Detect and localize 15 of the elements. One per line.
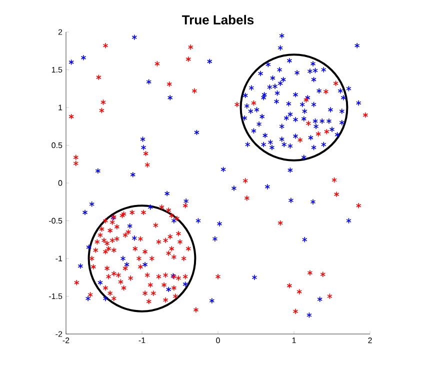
x-tick-label: 1	[292, 338, 296, 344]
y-tick-label: 0.5	[52, 142, 62, 148]
y-tick-label: -1	[56, 256, 62, 262]
chart-title: True Labels	[182, 14, 254, 24]
y-tick-label: 0	[58, 180, 62, 186]
y-tick-label: 2	[58, 29, 62, 35]
x-tick-label: -2	[62, 338, 70, 344]
x-tick-label: 2	[368, 338, 372, 344]
x-tick-label: 0	[216, 338, 220, 344]
y-tick-label: -2	[56, 331, 62, 337]
x-tick-label: -1	[138, 338, 146, 344]
y-tick-label: -0.5	[49, 218, 62, 224]
y-tick-label: 1.5	[52, 66, 62, 73]
y-tick-label: -1.5	[49, 293, 62, 300]
y-tick-label: 1	[58, 104, 62, 110]
